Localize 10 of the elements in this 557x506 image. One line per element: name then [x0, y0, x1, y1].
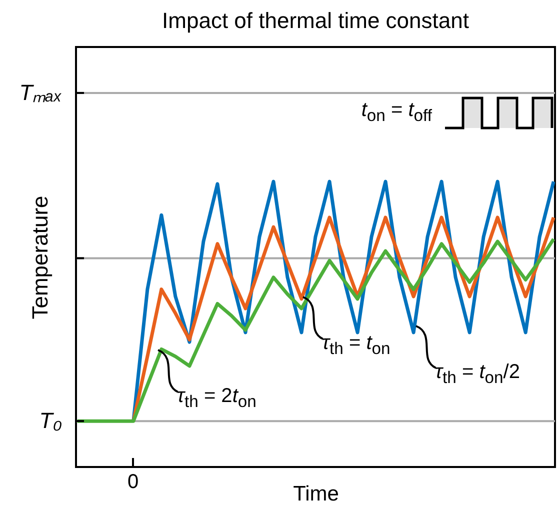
annotation: τ$_{th}$ = t$_{on}$/2 — [435, 360, 520, 389]
annotation: τ$_{th}$ = t$_{on}$ — [322, 331, 390, 360]
text: 0 — [127, 470, 139, 494]
text: t$_{on}$ = t$_{off}$ — [361, 98, 432, 127]
y-axis-title: Temperature — [28, 196, 52, 320]
ref-line-label: Tₘₐₓ — [19, 80, 62, 105]
chart-title: Impact of thermal time constant — [162, 8, 469, 33]
x-axis-title: Time — [293, 482, 339, 506]
annotation: τ$_{th}$ = 2t$_{on}$ — [177, 384, 256, 413]
ref-line-label: T₀ — [39, 408, 62, 434]
